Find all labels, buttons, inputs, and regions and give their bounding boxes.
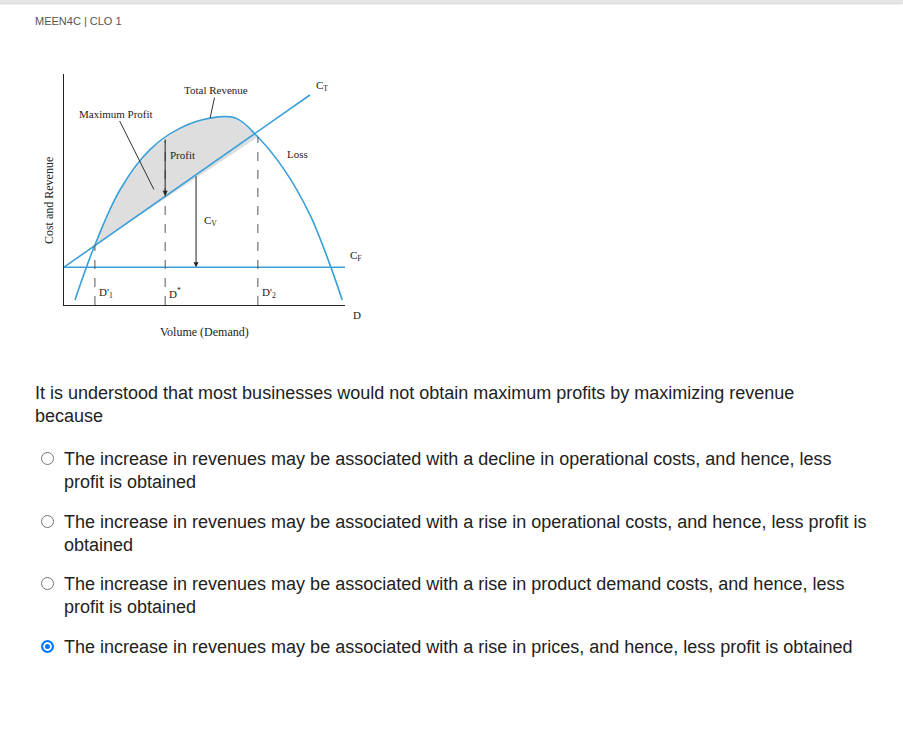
html-text:The increase in revenues may b: The increase in revenues may be associat…: [64, 574, 845, 617]
svg-text:Loss: Loss: [287, 148, 308, 160]
svg-text:D'​2​: D'​2​: [262, 286, 276, 300]
svg-text:Profit: Profit: [170, 149, 195, 161]
svg-text:C​V​: C​V​: [204, 214, 217, 228]
html-text:MEEN4C | CLO 1: MEEN4C | CLO 1: [35, 15, 122, 27]
html-text:The increase in revenues may b: The increase in revenues may be associat…: [64, 449, 832, 492]
svg-text:D​*​: D​*​: [169, 286, 181, 300]
svg-text:Maximum Profit: Maximum Profit: [79, 108, 153, 120]
svg-text:C​T​: C​T​: [316, 79, 328, 93]
svg-text:Cost and Revenue: Cost and Revenue: [42, 157, 56, 244]
svg-text:C​F​: C​F​: [350, 249, 362, 263]
svg-text:D'​1​: D'​1​: [99, 286, 113, 300]
svg-text:D: D: [353, 309, 361, 321]
html-text:It is understood that most bus: It is understood that most businesses wo…: [35, 383, 795, 426]
svg-text:Total Revenue: Total Revenue: [184, 84, 248, 96]
svg-text:Volume (Demand): Volume (Demand): [160, 325, 249, 339]
html-text:The increase in revenues may b: The increase in revenues may be associat…: [64, 512, 867, 555]
html-text:The increase in revenues may b: The increase in revenues may be associat…: [64, 637, 853, 657]
